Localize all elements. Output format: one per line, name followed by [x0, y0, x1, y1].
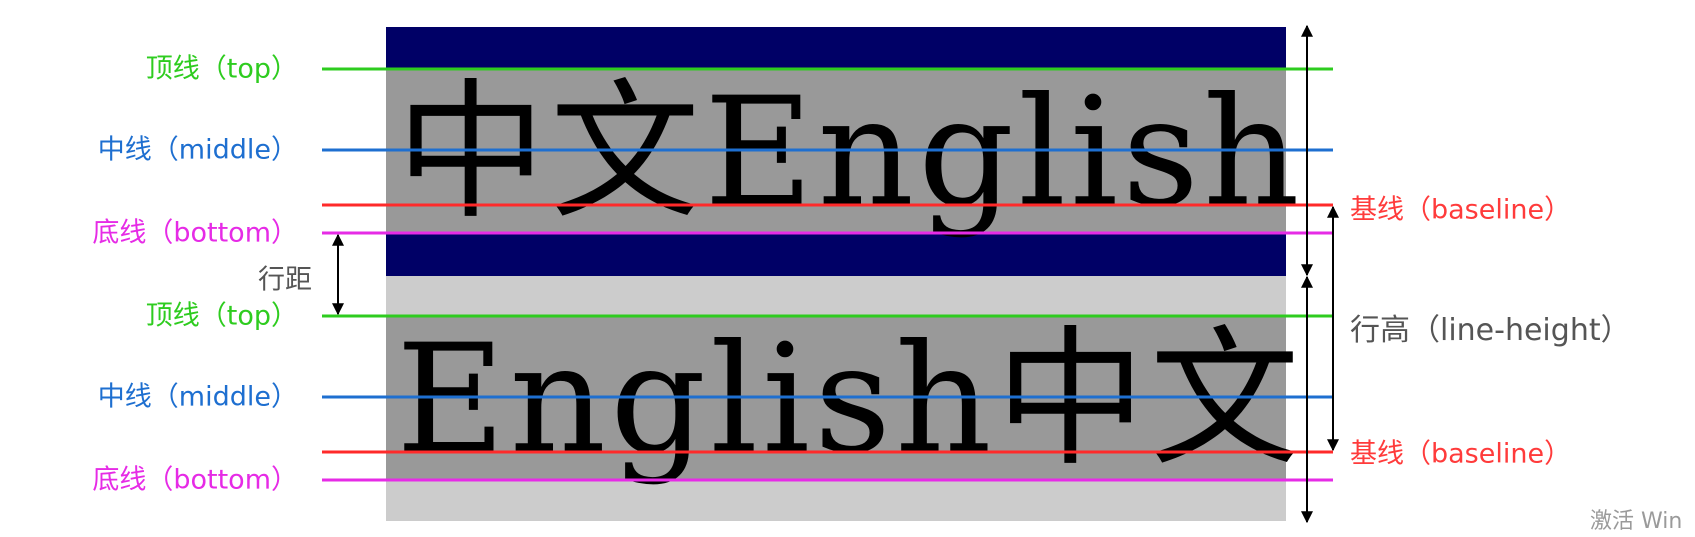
line2-baseline-label: 基线（baseline） — [1350, 438, 1572, 470]
line2-half-leading-top — [386, 276, 1286, 316]
line-height-label: 行高（line-height） — [1350, 313, 1631, 348]
activation-watermark: 激活 Win — [1590, 509, 1683, 534]
line1-bottom-label: 底线（bottom） — [92, 217, 298, 249]
line1-baseline-label: 基线（baseline） — [1350, 194, 1572, 226]
line1-sample-text: 中文English — [396, 66, 1304, 240]
line2-top-label: 顶线（top） — [145, 300, 298, 332]
line2-bottom-label: 底线（bottom） — [92, 464, 298, 496]
line1-middle-label: 中线（middle） — [97, 134, 298, 166]
leading-label: 行距 — [258, 264, 312, 296]
line1-em-box — [386, 69, 1286, 234]
line2-half-leading-bottom — [386, 481, 1286, 521]
line2-sample-text: English中文 — [396, 313, 1304, 487]
line2-middle-label: 中线（middle） — [97, 381, 298, 413]
line1-top-label: 顶线（top） — [145, 53, 298, 85]
line2-em-box — [386, 316, 1286, 481]
